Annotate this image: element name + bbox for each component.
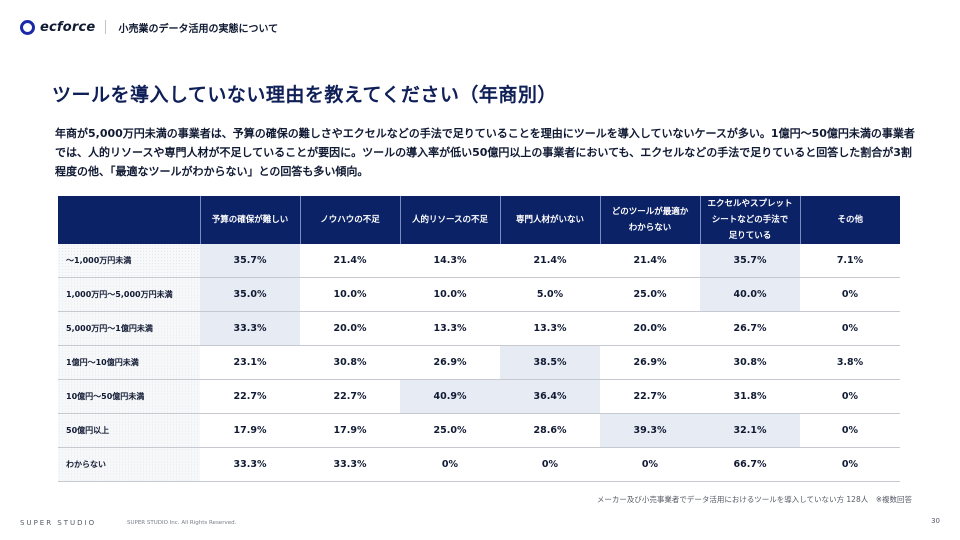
table-cell: 26.9% [600,345,700,380]
row-label: 50億円以上 [58,413,200,448]
table-cell: 28.6% [500,413,600,448]
row-label: 〜1,000万円未満 [58,244,200,278]
table-cell: 30.8% [700,345,800,380]
table-cell: 0% [500,447,600,482]
ecforce-logo-icon [20,19,35,35]
table-cell: 22.7% [300,379,400,414]
table-cell: 35.7% [700,244,800,278]
table-cell: 25.0% [400,413,500,448]
table-row: 50億円以上 17.9% 17.9% 25.0% 28.6% 39.3% 32.1% 0% [58,413,900,448]
table-cell: 33.3% [200,447,300,482]
table-header-row: 予算の確保が難しい ノウハウの不足 人的リソースの不足 専門人材がいない どのツ… [58,196,900,244]
table-cell: 38.5% [500,345,600,380]
table-cell: 22.7% [200,379,300,414]
table-cell: 13.3% [500,311,600,346]
table-cell: 0% [800,379,900,414]
table-cell: 35.7% [200,244,300,278]
table-cell: 0% [600,447,700,482]
column-header: ノウハウの不足 [299,196,400,244]
table-cell: 26.7% [700,311,800,346]
column-header: エクセルやスプレット シートなどの手法で 足りている [699,196,800,244]
table-cell: 0% [400,447,500,482]
table-row: わからない 33.3% 33.3% 0% 0% 0% 66.7% 0% [58,447,900,482]
table-cell: 14.3% [400,244,500,278]
deck-title: 小売業のデータ活用の実態について [118,23,279,35]
header-divider [105,20,107,34]
row-label: 10億円〜50億円未満 [58,379,200,414]
row-label: 1,000万円〜5,000万円未満 [58,277,200,312]
table-cell: 13.3% [400,311,500,346]
table-cell: 0% [800,447,900,482]
table-cell: 17.9% [300,413,400,448]
table-cell: 0% [800,311,900,346]
table-row: 1億円〜10億円未満 23.1% 30.8% 26.9% 38.5% 26.9% 30.8%… [58,345,900,380]
row-label: わからない [58,447,200,482]
table-row: 10億円〜50億円未満 22.7% 22.7% 40.9% 36.4% 22.7% 31.8… [58,379,900,414]
table-cell: 10.0% [300,277,400,312]
table-row: 5,000万円〜1億円未満 33.3% 20.0% 13.3% 13.3% 20.0% 26… [58,311,900,346]
column-header: どのツールが最適か わからない [599,196,700,244]
table-cell: 7.1% [800,244,900,278]
table-cell: 66.7% [700,447,800,482]
page-number: 30 [931,517,940,525]
table-cell: 0% [800,277,900,312]
footer-copyright: SUPER STUDIO Inc. All Rights Reserved. [127,520,237,526]
table-cell: 25.0% [600,277,700,312]
table-cell: 0% [800,413,900,448]
table-cell: 20.0% [300,311,400,346]
table-cell: 21.4% [500,244,600,278]
table-cell: 40.9% [400,379,500,414]
table-cell: 10.0% [400,277,500,312]
table-cell: 39.3% [600,413,700,448]
column-header: その他 [799,196,900,244]
table-cell: 23.1% [200,345,300,380]
row-label: 5,000万円〜1億円未満 [58,311,200,346]
reasons-table: 予算の確保が難しい ノウハウの不足 人的リソースの不足 専門人材がいない どのツ… [58,196,900,482]
table-cell: 33.3% [300,447,400,482]
table-cell: 40.0% [700,277,800,312]
table-cell: 21.4% [300,244,400,278]
table-cell: 26.9% [400,345,500,380]
survey-note: メーカー及び小売事業者でデータ活用におけるツールを導入していない方 128人 ※… [596,495,912,504]
header: ecforce 小売業のデータ活用の実態について [20,18,278,36]
table-row: 1,000万円〜5,000万円未満 35.0% 10.0% 10.0% 5.0% 25.0… [58,277,900,312]
table-cell: 21.4% [600,244,700,278]
summary-text: 年商が5,000万円未満の事業者は、予算の確保の難しさやエクセルなどの手法で足り… [55,127,915,178]
footer-brand: SUPER STUDIO [20,519,97,527]
table-cell: 3.8% [800,345,900,380]
table-cell: 17.9% [200,413,300,448]
column-header: 予算の確保が難しい [199,196,300,244]
table-cell: 30.8% [300,345,400,380]
table-row: 〜1,000万円未満 35.7% 21.4% 14.3% 21.4% 21.4% 35.7%… [58,244,900,278]
column-header: 人的リソースの不足 [399,196,500,244]
logo-text: ecforce [40,19,96,35]
table-cell: 35.0% [200,277,300,312]
table-cell: 32.1% [700,413,800,448]
table-cell: 36.4% [500,379,600,414]
table-cell: 33.3% [200,311,300,346]
row-label: 1億円〜10億円未満 [58,345,200,380]
table-cell: 5.0% [500,277,600,312]
table-cell: 20.0% [600,311,700,346]
column-header: 専門人材がいない [499,196,600,244]
column-header [58,196,200,244]
table-cell: 31.8% [700,379,800,414]
table-cell: 22.7% [600,379,700,414]
page-title: ツールを導入していない理由を教えてください（年商別） [52,84,557,106]
